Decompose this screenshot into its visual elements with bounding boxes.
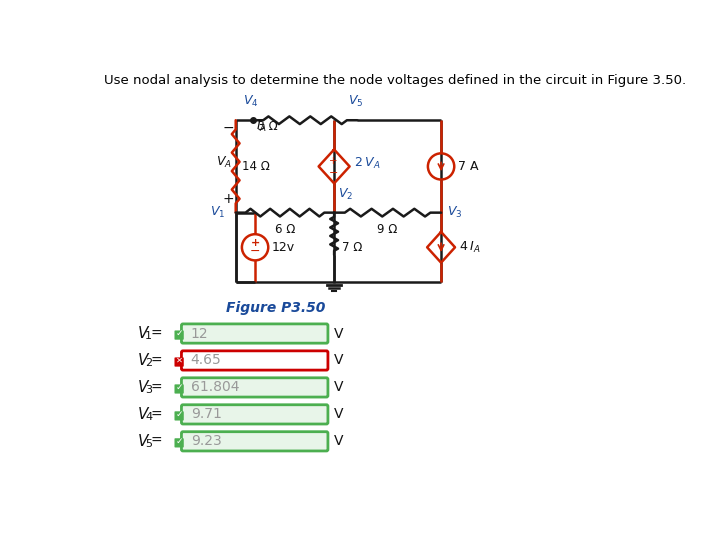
Text: 7 A: 7 A: [458, 160, 479, 173]
Text: $I_A$: $I_A$: [256, 119, 267, 134]
Text: 4: 4: [145, 411, 152, 422]
Text: V: V: [138, 434, 148, 449]
Text: 2: 2: [145, 358, 152, 368]
Text: 2 $V_A$: 2 $V_A$: [354, 156, 380, 171]
Text: V: V: [138, 326, 148, 341]
Text: V: V: [334, 354, 343, 368]
Text: 5: 5: [145, 438, 152, 449]
Text: 12v: 12v: [272, 241, 295, 254]
FancyBboxPatch shape: [181, 431, 328, 451]
Text: V: V: [334, 380, 343, 394]
Text: ✓: ✓: [176, 329, 183, 338]
Text: 9 Ω: 9 Ω: [377, 224, 397, 237]
Text: Figure P3.50: Figure P3.50: [225, 301, 325, 315]
Text: =: =: [150, 380, 162, 394]
Text: 4.65: 4.65: [191, 354, 222, 368]
Text: V: V: [138, 353, 148, 368]
Text: 61.804: 61.804: [191, 380, 239, 394]
Text: =: =: [150, 354, 162, 368]
Text: ✓: ✓: [176, 383, 183, 392]
Text: $V_5$: $V_5$: [348, 94, 364, 110]
Text: +: +: [222, 192, 234, 206]
Text: +: +: [251, 239, 260, 248]
FancyBboxPatch shape: [181, 378, 328, 397]
Text: 6 Ω: 6 Ω: [275, 224, 295, 237]
FancyBboxPatch shape: [174, 330, 184, 340]
Text: −: −: [250, 245, 261, 258]
Text: V: V: [334, 327, 343, 341]
Text: V: V: [334, 434, 343, 448]
Text: 3 Ω: 3 Ω: [250, 120, 277, 133]
Text: 9.23: 9.23: [191, 434, 222, 448]
Text: $V_2$: $V_2$: [338, 187, 354, 202]
Text: $V_3$: $V_3$: [447, 205, 463, 220]
FancyBboxPatch shape: [174, 438, 184, 448]
Text: 3: 3: [145, 384, 152, 395]
Text: ✓: ✓: [176, 437, 183, 446]
Text: $V_1$: $V_1$: [210, 205, 225, 220]
Text: Use nodal analysis to determine the node voltages defined in the circuit in Figu: Use nodal analysis to determine the node…: [104, 74, 686, 87]
FancyBboxPatch shape: [181, 324, 328, 343]
Text: 12: 12: [191, 327, 208, 341]
FancyBboxPatch shape: [174, 384, 184, 394]
Text: V: V: [334, 407, 343, 421]
Text: 9.71: 9.71: [191, 407, 222, 421]
FancyBboxPatch shape: [174, 411, 184, 421]
FancyBboxPatch shape: [181, 405, 328, 424]
Text: 14 Ω: 14 Ω: [242, 160, 270, 173]
FancyBboxPatch shape: [181, 351, 328, 370]
Text: =: =: [150, 434, 162, 448]
Text: $V_A$: $V_A$: [216, 155, 232, 170]
Text: V: V: [138, 380, 148, 395]
FancyBboxPatch shape: [174, 357, 184, 367]
Text: 7 Ω: 7 Ω: [342, 241, 362, 254]
Text: $V_4$: $V_4$: [243, 94, 259, 110]
Text: =: =: [150, 407, 162, 421]
Text: V: V: [138, 407, 148, 422]
Text: +: +: [329, 156, 338, 166]
Text: 4 $I_A$: 4 $I_A$: [459, 240, 480, 255]
Text: ✕: ✕: [176, 356, 183, 365]
Text: 1: 1: [145, 331, 152, 341]
Text: −: −: [328, 167, 338, 178]
Text: =: =: [150, 327, 162, 341]
Text: −: −: [222, 121, 234, 135]
Text: ✓: ✓: [176, 410, 183, 419]
